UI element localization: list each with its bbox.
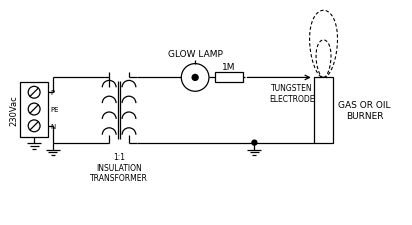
Text: 1:1
INSULATION
TRANSFORMER: 1:1 INSULATION TRANSFORMER [90,153,148,182]
Bar [215,73,243,83]
Bar [314,78,333,143]
Bar [20,83,48,137]
Text: P: P [50,90,54,96]
Circle shape [192,75,198,81]
Text: TUNGSTEN
ELECTRODE: TUNGSTEN ELECTRODE [269,84,315,103]
Circle shape [252,141,257,145]
Text: 1M: 1M [222,62,236,71]
Text: 230Vac: 230Vac [9,95,18,125]
Text: GAS OR OIL
BURNER: GAS OR OIL BURNER [338,101,391,120]
Text: GLOW LAMP: GLOW LAMP [168,50,222,58]
Text: PE: PE [50,107,59,112]
Text: N: N [50,123,55,129]
